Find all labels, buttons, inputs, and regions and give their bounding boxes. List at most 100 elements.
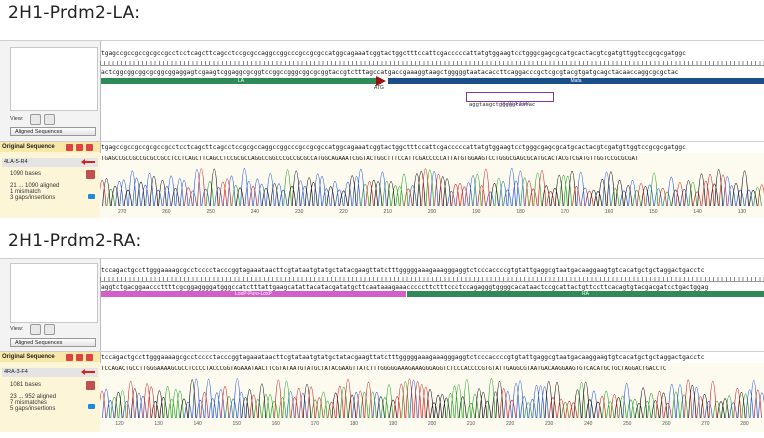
map-panel-ra: View: Aligned Sequences tccagactgccttggg…	[0, 258, 764, 351]
original-sequence-label: Original Sequence	[0, 142, 100, 152]
feature-loxp-puro[interactable]: LoxP-Puro-LoxP	[101, 291, 406, 297]
section-title-ra: 2H1-Prdm2-RA:	[8, 231, 142, 251]
read-stats-mismatch: 1 mismatch	[10, 189, 41, 195]
zoom-in-button[interactable]	[30, 324, 41, 335]
quality-icon[interactable]	[88, 194, 95, 199]
trace-panel-ra: Original Sequence 4RA-3-F4 1081 bases 23…	[0, 351, 764, 432]
axis-tick-label: 120	[115, 421, 124, 427]
view-label: View:	[10, 326, 24, 332]
view-dropdown[interactable]: Aligned Sequences	[10, 338, 96, 347]
settings-icon[interactable]	[76, 144, 83, 151]
read-sequence: TCCAGACTGCCTTGGGAAAAGCGCCTCCCCTACCCGGTAG…	[101, 366, 667, 372]
sequence-list-box	[10, 47, 98, 111]
read-name[interactable]: 4RA-3-F4	[2, 368, 98, 377]
zoom-in-button[interactable]	[30, 114, 41, 125]
axis-tick-label: 260	[662, 421, 671, 427]
ruler-ticks	[100, 61, 764, 65]
axis-tick-label: 270	[117, 209, 127, 215]
chromatogram-trace	[100, 168, 764, 206]
primer-sequence: aggtaagctgggggtaatac	[469, 102, 536, 108]
menu-icon[interactable]	[86, 144, 93, 151]
reference-strand: tccagactgccttgggaaaagcgcctcccctacccggtag…	[101, 354, 705, 361]
zoom-out-button[interactable]	[44, 324, 55, 335]
feature-mafa[interactable]: Mafa	[388, 78, 764, 84]
axis-tick-label: 270	[701, 421, 710, 427]
axis-tick-label: 220	[505, 421, 515, 427]
axis-tick-label: 250	[206, 209, 215, 215]
read-stats-gaps: 5 gaps/insertions	[10, 406, 56, 412]
read-stats-gaps: 3 gaps/insertions	[10, 195, 56, 201]
section-title-la: 2H1-Prdm2-LA:	[8, 3, 141, 23]
axis-tick-label: 130	[737, 209, 747, 215]
primer-box[interactable]: aggtaagctgggggtaatac	[466, 92, 554, 108]
read-bases: 1081 bases	[10, 382, 42, 388]
axis-tick-label: 200	[427, 209, 437, 215]
forward-direction-icon	[81, 369, 95, 375]
axis-tick-label: 170	[560, 209, 569, 215]
axis-tick-label: 220	[339, 209, 348, 215]
trace-g	[114, 379, 746, 418]
read-stats-aligned: 23 ... 952 aligned	[10, 394, 57, 400]
axis-tick-label: 240	[584, 421, 593, 427]
chromatogram-icon[interactable]	[86, 381, 95, 390]
axis-tick-label: 140	[193, 421, 202, 427]
close-icon[interactable]	[66, 144, 73, 151]
read-bases: 1090 bases	[10, 171, 42, 177]
sequence-list-box	[10, 263, 98, 323]
axis-tick-label: 190	[472, 209, 481, 215]
trace-t	[100, 378, 762, 418]
axis-tick-label: 190	[388, 421, 398, 427]
axis-tick-label: 130	[154, 421, 163, 427]
close-icon[interactable]	[66, 354, 73, 361]
bottom-strand: actcggcggcggcgcggcggaggagtcgaagtcggaggcg…	[101, 69, 679, 76]
axis-tick-label: 260	[162, 209, 171, 215]
trace-t	[100, 168, 764, 206]
trace-axis: 120 130 140 150 160 170 180 190 200 210 220 230 240 2…	[100, 420, 764, 430]
axis-tick-label: 160	[271, 421, 280, 427]
bottom-strand: aggtctgacggaacccttttcgcggaggggatgggccatc…	[101, 284, 709, 291]
zoom-out-button[interactable]	[44, 114, 55, 125]
trace-axis: 270 260 250 240 230 220 210 200 190 180 170 160 150 1…	[100, 208, 764, 218]
atg-label: ATG	[374, 85, 384, 91]
ruler-ticks	[100, 277, 764, 281]
view-label: View:	[10, 116, 24, 122]
trace-a	[106, 169, 762, 206]
feature-la[interactable]: LA	[101, 78, 381, 84]
axis-tick-label: 210	[383, 209, 392, 215]
quality-icon[interactable]	[88, 404, 95, 409]
top-strand: tgagccgccgccgcgccgcctcctcagcttcagcctccgc…	[101, 50, 686, 57]
axis-tick-label: 230	[295, 209, 304, 215]
axis-tick-label: 150	[232, 421, 241, 427]
top-strand: tccagactgccttgggaaaagcgcctcccctacccggtag…	[101, 267, 705, 274]
read-stats-aligned: 21 ... 1090 aligned	[10, 183, 60, 189]
map-left-column: View: Aligned Sequences	[0, 41, 101, 141]
map-panel-la: View: Aligned Sequences tgagccgccgccgcgc…	[0, 40, 764, 141]
axis-tick-label: 150	[649, 209, 658, 215]
trace-g	[102, 169, 758, 206]
atg-arrow	[376, 76, 386, 86]
read-stats-mismatch: 7 mismatches	[10, 400, 48, 406]
reverse-direction-icon	[81, 159, 95, 165]
axis-tick-label: 160	[604, 209, 614, 215]
axis-tick-label: 180	[349, 421, 359, 427]
primer-label: TKJ113-3-R2	[500, 101, 530, 107]
axis-tick-label: 280	[740, 421, 749, 427]
chromatogram-icon[interactable]	[86, 170, 95, 179]
axis-tick-label: 200	[427, 421, 437, 427]
read-sequence: TGAGCCGCCGCCGCGCCGCCTCCTCAGCTTCAGCCTCCGC…	[101, 156, 639, 162]
trace-c	[115, 168, 754, 206]
read-name[interactable]: 4LA-5-R4	[2, 158, 98, 167]
trace-left-column: Original Sequence 4LA-5-R4 1090 bases 21…	[0, 142, 101, 218]
feature-ra[interactable]: RA	[407, 291, 764, 297]
settings-icon[interactable]	[76, 354, 83, 361]
reference-strand: tgagccgccgccgcgccgcctcctcagcttcagcctccgc…	[101, 144, 686, 151]
axis-tick-label: 170	[310, 421, 319, 427]
menu-icon[interactable]	[86, 354, 93, 361]
axis-tick-label: 250	[623, 421, 632, 427]
axis-tick-label: 140	[693, 209, 702, 215]
view-dropdown[interactable]: Aligned Sequences	[10, 127, 96, 136]
ruler-line	[100, 65, 764, 66]
axis-tick-label: 230	[545, 421, 554, 427]
trace-left-column: Original Sequence 4RA-3-F4 1081 bases 23…	[0, 352, 101, 432]
axis-tick-label: 240	[250, 209, 260, 215]
